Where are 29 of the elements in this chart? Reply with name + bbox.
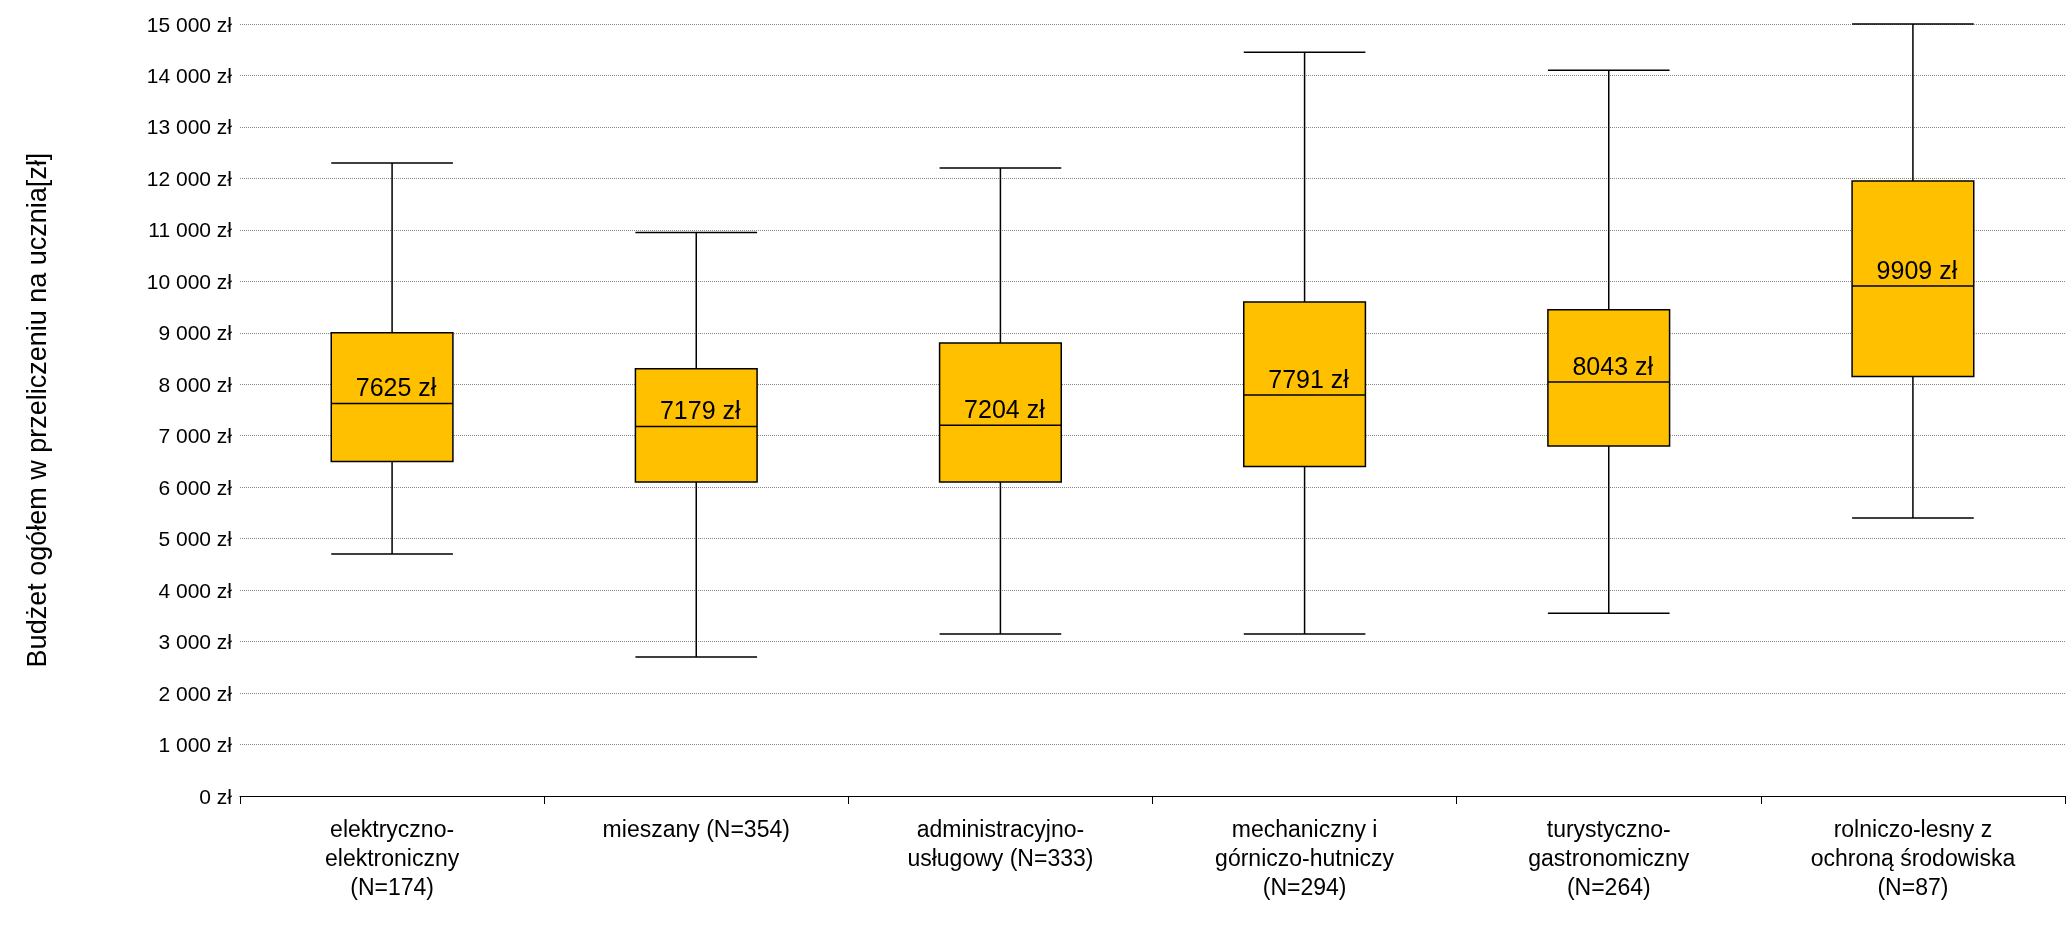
y-tick-label: 2 000 zł xyxy=(158,681,233,705)
x-tick-label: rolniczo-lesny z ochroną środowiska (N=87) xyxy=(1810,815,2016,900)
y-tick-label: 14 000 zł xyxy=(146,63,233,87)
y-tick-label: 10 000 zł xyxy=(146,269,233,293)
text: 7179 zł xyxy=(659,396,741,425)
text: 7625 zł xyxy=(355,373,437,402)
y-tick-label: 3 000 zł xyxy=(158,630,233,654)
y-tick-label: 4 000 zł xyxy=(158,578,233,602)
y-tick-label: 8 000 zł xyxy=(158,372,233,396)
y-tick-label: 11 000 zł xyxy=(148,218,233,242)
x-tick-label: mechaniczny i górniczo-hutniczy (N=294) xyxy=(1215,815,1395,900)
x-tick-label: administracyjno- usługowy (N=333) xyxy=(907,815,1094,871)
text: 9909 zł xyxy=(1876,255,1958,284)
y-tick-label: 13 000 zł xyxy=(146,115,233,139)
x-tick-label: mieszany (N=354) xyxy=(602,815,790,842)
y-tick-label: 7 000 zł xyxy=(158,424,233,448)
x-tick-label: elektryczno- elektroniczny (N=174) xyxy=(324,815,460,900)
y-tick-label: 5 000 zł xyxy=(158,527,233,551)
y-tick-label: 6 000 zł xyxy=(158,475,233,499)
y-tick-label: 12 000 zł xyxy=(146,166,233,190)
y-tick-label: 9 000 zł xyxy=(158,321,233,345)
y-tick-label: 1 000 zł xyxy=(158,733,233,757)
text: 7204 zł xyxy=(964,394,1045,423)
x-tick-label: turystyczno- gastronomiczny (N=264) xyxy=(1528,815,1690,900)
text: 7791 zł xyxy=(1268,364,1349,393)
y-tick-label: 0 zł xyxy=(199,784,233,808)
text: 8043 zł xyxy=(1572,351,1654,380)
y-tick-label: 15 000 zł xyxy=(146,12,233,36)
y-axis-title: Budżet ogółem w przeliczeniu na ucznia[zł] xyxy=(21,152,52,668)
